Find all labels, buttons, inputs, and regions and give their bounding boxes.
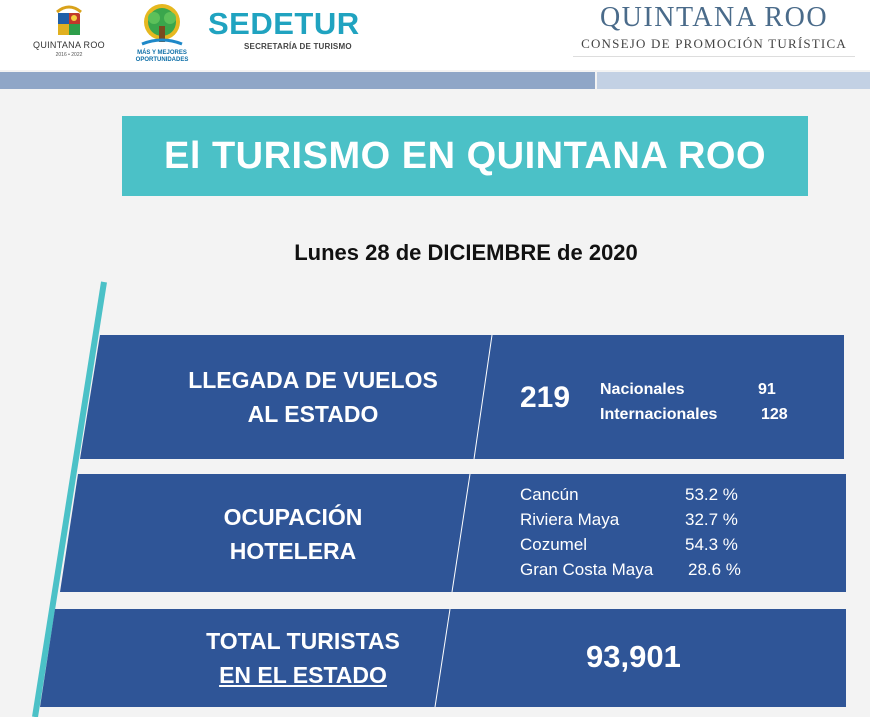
sedetur-title: SEDETUR [208,6,360,41]
cpt-subtitle: CONSEJO DE PROMOCIÓN TURÍSTICA [581,36,847,51]
occupancy-place-cancun: Cancún [520,485,579,504]
state-seal-icon [56,5,82,35]
occupancy-place-riviera-maya: Riviera Maya [520,510,620,529]
tourists-panel-shape [40,609,846,707]
occupancy-place-cozumel: Cozumel [520,535,588,554]
flights-internacionales-value: 128 [761,406,788,423]
tourists-label-line1: TOTAL TURISTAS [206,628,400,654]
consejo-promocion-logo: QUINTANA ROO CONSEJO DE PROMOCIÓN TURÍST… [573,2,855,57]
flights-nacionales-label: Nacionales [600,381,685,398]
flights-panel: LLEGADA DE VUELOS AL ESTADO 219 Nacional… [80,335,844,459]
tree-logo-caption-line1: MÁS Y MEJORES [137,50,187,56]
header: QUINTANA ROO 2016 • 2022 MÁS Y MEJORES O… [0,0,870,70]
flights-label-line1: LLEGADA DE VUELOS [188,367,438,393]
flights-panel-shape [80,335,844,459]
tree-logo-caption-line2: OPORTUNIDADES [135,57,189,63]
occupancy-panel: OCUPACIÓN HOTELERA Cancún 53.2 % Riviera… [60,474,846,592]
flights-internacionales-label: Internacionales [600,406,718,423]
tourists-total: 93,901 [586,639,681,674]
tourists-label-line2: EN EL ESTADO [219,662,387,688]
occupancy-place-gran-costa-maya: Gran Costa Maya [520,560,654,579]
quintana-roo-government-logo: QUINTANA ROO 2016 • 2022 [32,0,106,66]
header-bar-dark [0,72,595,89]
occupancy-value-cancun: 53.2 % [685,485,738,504]
qroo-logo-name: QUINTANA ROO [33,40,105,50]
qroo-logo-years: 2016 • 2022 [55,52,83,58]
mas-y-mejores-oportunidades-logo: MÁS Y MEJORES OPORTUNIDADES [128,2,196,66]
sedetur-subtitle: SECRETARÍA DE TURISMO [244,42,352,51]
tourists-panel: TOTAL TURISTAS EN EL ESTADO 93,901 [40,609,846,707]
occupancy-value-riviera-maya: 32.7 % [685,510,738,529]
flights-label-line2: AL ESTADO [247,401,379,427]
occupancy-value-gran-costa-maya: 28.6 % [688,560,741,579]
occupancy-value-cozumel: 54.3 % [685,535,738,554]
flights-nacionales-value: 91 [758,381,776,398]
flights-label: LLEGADA DE VUELOS AL ESTADO [188,363,438,431]
occupancy-label-line2: HOTELERA [229,538,357,564]
occupancy-panel-shape [60,474,846,592]
occupancy-label-line1: OCUPACIÓN [223,504,363,530]
tourists-label: TOTAL TURISTAS EN EL ESTADO [178,624,428,692]
page-title: El TURISMO EN QUINTANA ROO [122,116,808,196]
cpt-title: QUINTANA ROO [599,2,829,33]
occupancy-label: OCUPACIÓN HOTELERA [168,500,418,568]
tree-logo-caption: MÁS Y MEJORES OPORTUNIDADES [128,50,196,64]
sedetur-logo: SEDETUR SECRETARÍA DE TURISMO [208,6,370,58]
tree-icon [141,4,183,46]
header-bar-light [597,72,870,89]
flights-total: 219 [520,381,571,414]
report-date: Lunes 28 de DICIEMBRE de 2020 [294,240,638,265]
